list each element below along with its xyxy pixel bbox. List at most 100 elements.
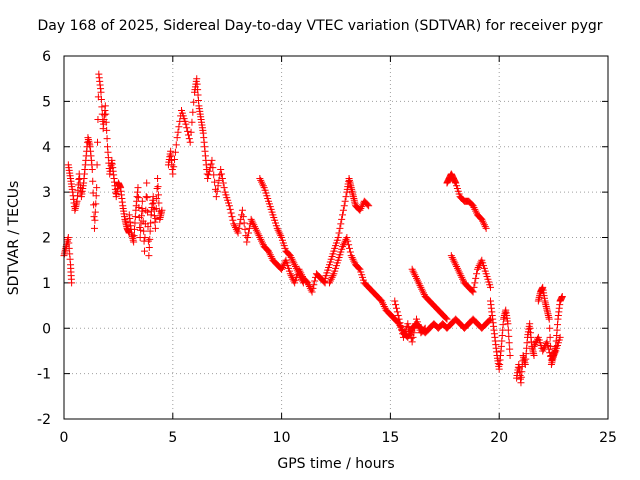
data-point — [470, 204, 478, 212]
data-point — [276, 230, 284, 238]
data-point — [252, 226, 260, 234]
data-point — [355, 264, 363, 272]
data-point — [257, 235, 265, 243]
data-point — [220, 184, 228, 192]
data-point — [217, 165, 225, 173]
data-point — [236, 220, 244, 228]
data-point — [409, 267, 417, 275]
data-point — [334, 234, 342, 241]
data-point — [290, 259, 298, 267]
data-point — [407, 334, 415, 342]
data-point — [505, 332, 513, 340]
data-point — [339, 211, 347, 219]
data-point — [376, 295, 384, 303]
data-point — [455, 268, 463, 276]
data-point — [250, 221, 258, 229]
data-point — [174, 128, 182, 136]
data-point — [365, 202, 373, 210]
data-point — [153, 184, 161, 192]
data-point — [131, 213, 139, 221]
data-point — [398, 326, 406, 334]
data-point — [485, 317, 493, 325]
data-point — [477, 258, 485, 266]
data-point — [258, 180, 266, 188]
series-track-09 — [408, 265, 451, 323]
data-point — [154, 183, 162, 191]
data-point — [265, 249, 273, 257]
data-point — [467, 200, 475, 208]
data-point — [419, 289, 427, 297]
data-point — [289, 257, 297, 265]
data-point — [448, 253, 456, 261]
data-point — [299, 279, 307, 287]
data-point — [297, 273, 305, 281]
data-point — [339, 206, 347, 214]
data-point — [218, 170, 226, 178]
data-point — [542, 340, 550, 348]
data-point — [326, 277, 334, 285]
data-point — [531, 341, 539, 349]
data-point — [144, 237, 152, 245]
data-point — [358, 203, 366, 211]
data-point — [231, 222, 239, 230]
data-point — [539, 347, 547, 355]
data-point — [336, 224, 344, 232]
data-point — [275, 228, 283, 236]
data-point — [93, 184, 101, 192]
data-point — [413, 276, 421, 284]
data-point — [135, 204, 143, 212]
data-point — [175, 123, 183, 131]
data-point — [248, 217, 256, 225]
data-point — [473, 270, 481, 278]
data-point — [504, 320, 512, 328]
data-point — [172, 141, 180, 149]
data-point — [453, 264, 461, 272]
data-point — [549, 352, 557, 360]
data-point — [458, 273, 466, 281]
data-point — [235, 224, 243, 232]
data-point — [418, 285, 426, 293]
data-point — [479, 217, 487, 225]
data-point — [97, 96, 105, 104]
data-point — [379, 301, 387, 309]
data-point — [556, 333, 564, 341]
data-point — [90, 213, 98, 221]
data-point — [94, 116, 102, 124]
data-point — [544, 341, 552, 349]
data-point — [152, 214, 160, 222]
data-point — [308, 288, 316, 296]
series-track-10 — [443, 170, 490, 232]
data-point — [208, 156, 216, 164]
data-point — [294, 268, 302, 276]
data-point — [188, 118, 196, 126]
data-point — [187, 128, 195, 136]
data-point — [227, 209, 235, 217]
data-point — [415, 280, 423, 288]
data-point — [547, 356, 555, 364]
data-point — [209, 164, 217, 172]
data-point — [451, 259, 459, 267]
data-point — [347, 252, 355, 260]
data-point — [416, 282, 424, 290]
data-point — [137, 226, 145, 234]
data-point — [551, 349, 559, 357]
data-point — [281, 258, 289, 266]
data-point — [471, 205, 479, 213]
data-point — [293, 266, 301, 274]
data-point — [88, 165, 96, 173]
data-point — [533, 335, 541, 343]
data-point — [449, 255, 457, 263]
data-point — [97, 88, 105, 96]
data-point — [225, 202, 233, 210]
x-tick-label: 5 — [168, 430, 177, 446]
data-point — [335, 229, 343, 237]
data-point — [154, 175, 162, 183]
data-point — [131, 225, 139, 233]
data-point — [266, 251, 274, 259]
data-point — [480, 221, 488, 229]
data-point — [457, 272, 465, 280]
data-point — [138, 197, 146, 205]
data-point — [213, 187, 221, 195]
data-point — [450, 257, 458, 265]
axis-ticks: 0 5 10 15 20 25 -2 -1 0 1 2 3 4 5 6 — [37, 49, 617, 446]
